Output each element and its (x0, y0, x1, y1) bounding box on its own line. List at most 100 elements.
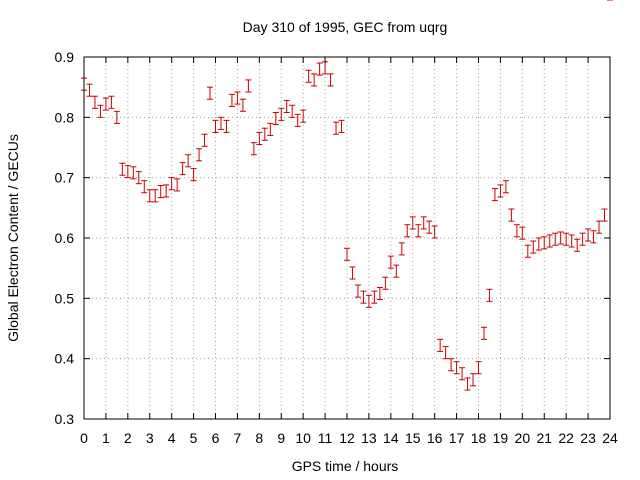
y-axis-label: Global Electron Content / GECUs (5, 134, 21, 342)
y-tick-labels: 0.3 0.4 0.5 0.6 0.7 0.8 0.9 (55, 49, 75, 427)
x-tick-label: 10 (295, 430, 311, 446)
data-point (530, 240, 537, 254)
x-tick-label: 21 (536, 430, 552, 446)
data-point (437, 338, 444, 352)
x-tick-label: 19 (493, 430, 509, 446)
data-point (256, 131, 263, 145)
data-point (596, 220, 603, 234)
data-point (409, 216, 416, 230)
data-point (333, 121, 340, 135)
x-tick-label: 17 (449, 430, 465, 446)
data-point (464, 377, 471, 391)
data-point (470, 373, 477, 387)
data-point (289, 104, 296, 118)
y-tick-label: 0.3 (55, 411, 75, 427)
x-tick-label: 20 (515, 430, 531, 446)
y-tick-label: 0.7 (55, 170, 75, 186)
data-point (524, 244, 531, 258)
data-points (81, 0, 613, 391)
y-tick-label: 0.9 (55, 49, 75, 65)
x-tick-label: 3 (146, 430, 154, 446)
x-tick-label: 15 (405, 430, 421, 446)
data-point (426, 220, 433, 234)
x-tick-label: 24 (602, 430, 618, 446)
data-point (163, 184, 170, 198)
data-point (480, 326, 487, 340)
data-point (327, 73, 334, 87)
data-point (344, 247, 350, 261)
data-point (371, 290, 378, 304)
data-point (174, 178, 181, 192)
data-point (223, 119, 230, 133)
data-point (486, 288, 493, 302)
x-tick-label: 22 (558, 430, 574, 446)
data-point (585, 228, 592, 242)
y-tick-label: 0.8 (55, 109, 75, 125)
data-point (201, 133, 208, 147)
data-point (365, 294, 372, 308)
data-point (601, 208, 608, 222)
data-point (316, 62, 323, 76)
data-point (228, 93, 235, 107)
data-point (382, 276, 389, 290)
data-point (552, 232, 559, 246)
data-point (431, 225, 438, 239)
data-point (245, 79, 252, 93)
data-point (207, 86, 214, 100)
data-point (338, 119, 345, 133)
x-tick-label: 12 (339, 430, 355, 446)
data-point (141, 180, 148, 194)
data-point (267, 122, 274, 136)
data-point (448, 358, 455, 372)
x-tick-label: 14 (383, 430, 399, 446)
data-point (124, 165, 131, 179)
data-point (217, 116, 224, 130)
data-point (354, 284, 361, 298)
data-point (261, 127, 268, 141)
data-point (130, 166, 137, 180)
data-point (294, 113, 301, 127)
data-point (420, 216, 427, 230)
data-point (491, 188, 498, 202)
data-point (311, 73, 318, 87)
data-point (272, 112, 279, 126)
data-point (300, 109, 307, 123)
data-point (119, 162, 126, 176)
data-point (239, 98, 246, 112)
data-point (590, 230, 597, 244)
data-point (190, 168, 197, 182)
data-point (393, 264, 400, 278)
data-point (196, 148, 203, 162)
data-point (102, 97, 109, 111)
y-tick-label: 0.4 (55, 351, 75, 367)
x-tick-label: 9 (277, 430, 285, 446)
data-point (508, 208, 515, 222)
data-point (360, 290, 367, 304)
data-point (387, 255, 394, 269)
data-point (574, 238, 581, 252)
data-point (563, 232, 570, 246)
x-tick-label: 6 (212, 430, 220, 446)
data-point (157, 185, 164, 199)
data-point (568, 234, 575, 248)
data-point (541, 236, 548, 250)
data-point (475, 361, 482, 375)
data-point (415, 224, 422, 238)
x-tick-labels: 0 1 2 3 4 5 6 7 8 9 10 11 12 13 14 15 16 17 18 19 20 21 22 23 24 (80, 430, 618, 446)
y-tick-label: 0.6 (55, 230, 75, 246)
x-tick-label: 11 (318, 430, 333, 446)
x-tick-label: 13 (361, 430, 377, 446)
data-point (305, 69, 312, 83)
data-point (513, 224, 520, 238)
data-point (349, 266, 356, 280)
x-tick-label: 23 (580, 430, 596, 446)
x-axis-label: GPS time / hours (292, 458, 399, 474)
data-point (579, 232, 586, 246)
data-point (376, 286, 383, 301)
data-point (398, 242, 405, 256)
x-tick-label: 5 (190, 430, 198, 446)
data-point (185, 154, 192, 168)
data-point (97, 104, 104, 118)
x-tick-label: 7 (234, 430, 242, 446)
